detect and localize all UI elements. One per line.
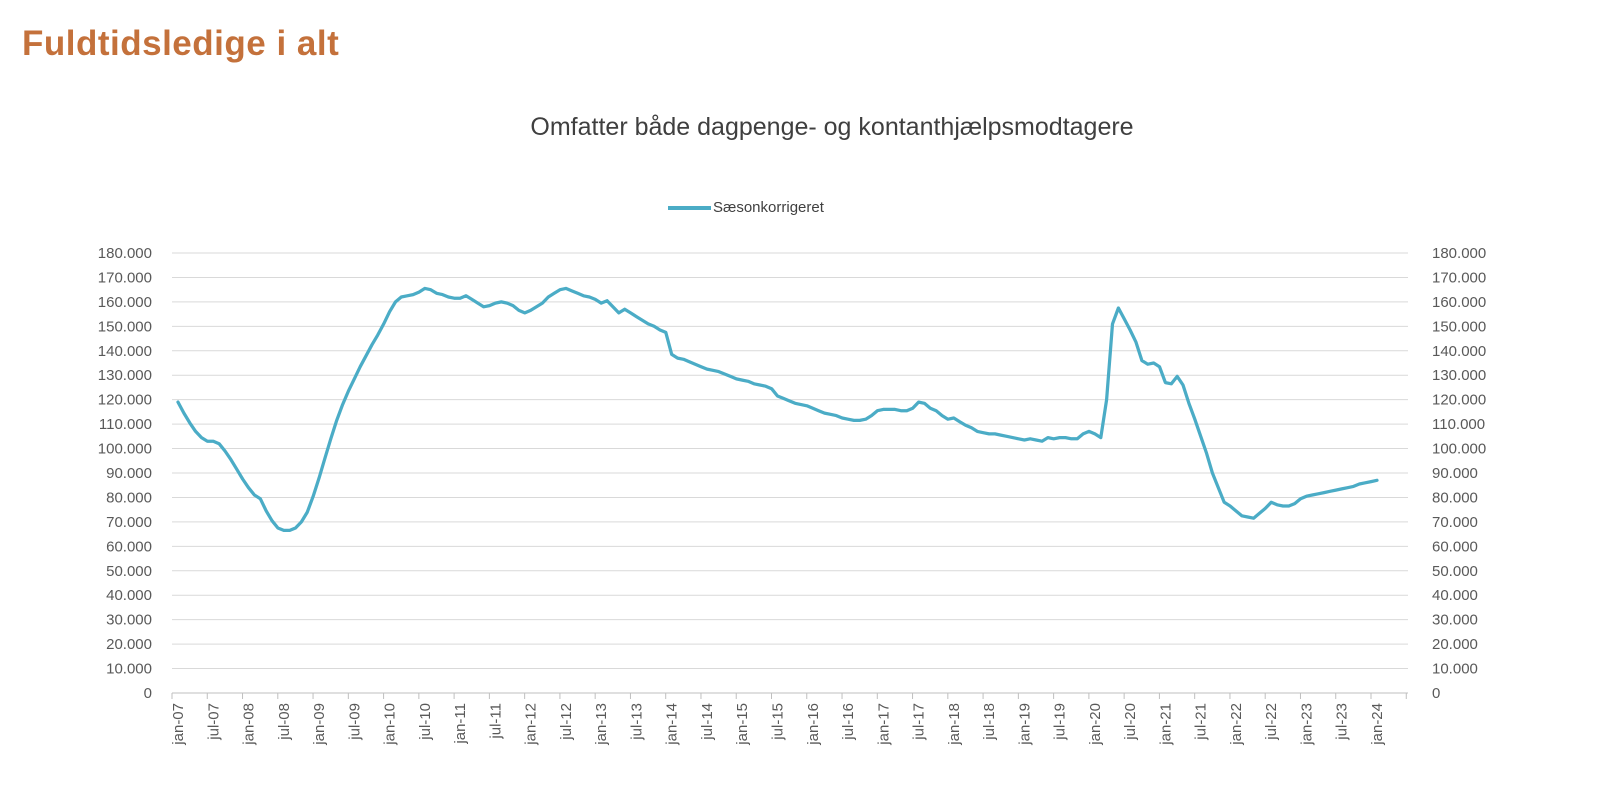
y-axis-label-right: 120.000 <box>1432 392 1486 409</box>
y-axis-label-left: 40.000 <box>106 587 152 604</box>
y-axis-label-right: 90.000 <box>1432 465 1478 482</box>
y-axis-label-left: 170.000 <box>98 269 152 286</box>
y-axis-label-left: 50.000 <box>106 563 152 580</box>
x-axis-label: jul-23 <box>1334 703 1351 741</box>
y-axis-label-right: 80.000 <box>1432 489 1478 506</box>
y-axis-label-right: 150.000 <box>1432 318 1486 335</box>
y-axis-label-left: 10.000 <box>106 661 152 678</box>
y-axis-label-right: 160.000 <box>1432 294 1486 311</box>
y-axis-label-left: 160.000 <box>98 294 152 311</box>
x-axis-label: jan-12 <box>523 703 540 746</box>
x-axis-label: jul-13 <box>628 703 645 741</box>
x-axis-label: jul-21 <box>1193 703 1210 741</box>
y-axis-label-right: 140.000 <box>1432 343 1486 360</box>
x-axis-label: jul-14 <box>699 703 716 741</box>
x-axis-label: jan-15 <box>734 703 751 746</box>
y-axis-label-right: 30.000 <box>1432 612 1478 629</box>
x-axis-label: jul-18 <box>981 703 998 741</box>
y-axis-label-left: 80.000 <box>106 489 152 506</box>
y-axis-label-right: 60.000 <box>1432 538 1478 555</box>
x-axis-label: jan-07 <box>170 703 187 746</box>
legend-line-swatch <box>668 205 711 210</box>
y-axis-label-left: 70.000 <box>106 514 152 531</box>
y-axis-label-right: 130.000 <box>1432 367 1486 384</box>
x-axis-label: jan-19 <box>1016 703 1033 746</box>
x-axis-label: jan-20 <box>1087 703 1104 746</box>
y-axis-label-right: 110.000 <box>1432 416 1485 433</box>
x-axis-label: jul-11 <box>487 703 504 740</box>
y-axis-label-right: 100.000 <box>1432 441 1486 458</box>
x-axis-label: jan-13 <box>593 703 610 746</box>
x-axis-label: jan-08 <box>241 703 258 746</box>
x-axis-label: jul-07 <box>205 703 222 741</box>
x-axis-label: jan-11 <box>452 703 469 745</box>
x-axis-label: jan-23 <box>1298 703 1315 746</box>
x-axis-label: jul-17 <box>911 703 928 741</box>
x-axis-label: jul-22 <box>1263 703 1280 741</box>
y-axis-label-right: 180.000 <box>1432 245 1486 262</box>
x-axis-label: jul-09 <box>346 703 363 741</box>
y-axis-label-right: 70.000 <box>1432 514 1478 531</box>
legend: Sæsonkorrigeret <box>668 199 824 216</box>
legend-series-label: Sæsonkorrigeret <box>713 199 824 216</box>
y-axis-label-left: 30.000 <box>106 612 152 629</box>
y-axis-label-left: 150.000 <box>98 318 152 335</box>
y-axis-label-right: 40.000 <box>1432 587 1478 604</box>
x-axis-label: jul-10 <box>417 703 434 741</box>
y-axis-label-left: 100.000 <box>98 441 152 458</box>
x-axis-label: jan-16 <box>805 703 822 746</box>
x-axis-label: jan-21 <box>1157 703 1174 746</box>
y-axis-label-right: 20.000 <box>1432 636 1478 653</box>
x-axis-label: jan-24 <box>1369 703 1386 746</box>
x-axis-label: jul-19 <box>1052 703 1069 741</box>
y-axis-label-right: 0 <box>1432 685 1440 702</box>
y-axis-label-left: 180.000 <box>98 245 152 262</box>
y-axis-label-left: 130.000 <box>98 367 152 384</box>
series-line-saesonkorrigeret <box>176 286 1379 533</box>
y-axis-label-left: 140.000 <box>98 343 152 360</box>
y-axis-label-left: 110.000 <box>99 416 152 433</box>
x-axis-label: jul-20 <box>1122 703 1139 741</box>
x-axis-label: jan-14 <box>664 703 681 746</box>
chart-title: Omfatter både dagpenge- og kontanthjælps… <box>530 113 1134 141</box>
x-axis-label: jan-09 <box>311 703 328 746</box>
y-axis-label-left: 0 <box>144 685 152 702</box>
y-axis-label-left: 20.000 <box>106 636 152 653</box>
page-title: Fuldtidsledige i alt <box>22 24 340 63</box>
y-axis-label-left: 90.000 <box>106 465 152 482</box>
y-axis-label-right: 10.000 <box>1432 661 1478 678</box>
x-axis-label: jul-12 <box>558 703 575 741</box>
x-axis-label: jan-10 <box>382 703 399 746</box>
x-axis-label: jan-17 <box>875 703 892 746</box>
y-axis-label-left: 120.000 <box>98 392 152 409</box>
x-axis-label: jul-08 <box>276 703 293 741</box>
x-axis-label: jul-15 <box>770 703 787 741</box>
x-axis-label: jan-22 <box>1228 703 1245 746</box>
x-axis-label: jan-18 <box>946 703 963 746</box>
y-axis-label-right: 50.000 <box>1432 563 1478 580</box>
y-axis-label-left: 60.000 <box>106 538 152 555</box>
x-axis-label: jul-16 <box>840 703 857 741</box>
y-axis-label-right: 170.000 <box>1432 269 1486 286</box>
